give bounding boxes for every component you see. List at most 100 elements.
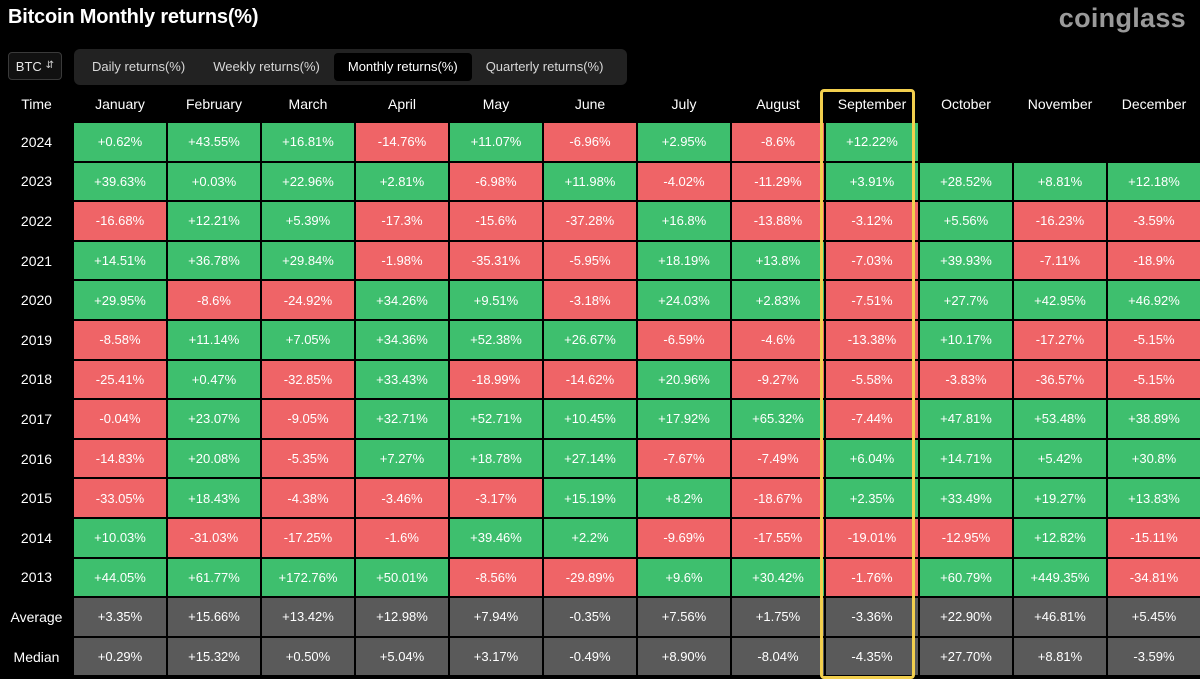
summary-cell: +0.29% <box>74 637 166 676</box>
return-cell: +2.95% <box>638 123 730 161</box>
summary-cell: -0.35% <box>544 598 636 636</box>
return-cell: +172.76% <box>262 558 354 597</box>
tab-monthly-returns[interactable]: Monthly returns(%) <box>333 53 472 81</box>
return-cell: +18.43% <box>168 479 260 517</box>
brand-logo: coinglass <box>1058 3 1186 33</box>
row-label-2024: 2024 <box>20 133 53 150</box>
return-cell: -3.18% <box>544 281 636 319</box>
return-cell: -34.81% <box>1108 558 1200 597</box>
return-cell: -24.92% <box>262 281 354 319</box>
row-label-2022: 2022 <box>20 212 53 229</box>
return-cell: -7.11% <box>1014 241 1106 280</box>
return-cell: -6.98% <box>450 162 542 201</box>
return-cell: +13.8% <box>732 241 824 280</box>
return-cell: +15.19% <box>544 479 636 517</box>
return-cell: +29.95% <box>74 281 166 319</box>
return-cell: +24.03% <box>638 281 730 319</box>
return-cell: +12.22% <box>826 123 918 161</box>
return-cell: +34.26% <box>356 281 448 319</box>
return-cell: +12.21% <box>168 202 260 240</box>
return-cell: -8.56% <box>450 558 542 597</box>
return-cell: +10.17% <box>920 321 1012 359</box>
tab-weekly-returns[interactable]: Weekly returns(%) <box>213 59 320 74</box>
summary-cell: -8.04% <box>732 637 824 676</box>
row-label-2015: 2015 <box>20 490 53 507</box>
column-header-march: March <box>288 96 328 112</box>
return-cell: +8.2% <box>638 479 730 517</box>
row-label-2014: 2014 <box>20 529 53 546</box>
return-cell: -5.58% <box>826 360 918 399</box>
column-header-february: February <box>185 96 243 112</box>
return-cell: -19.01% <box>826 519 918 557</box>
column-header-september: September <box>837 96 907 112</box>
summary-cell: -4.35% <box>826 637 918 676</box>
tab-quarterly-returns[interactable]: Quarterly returns(%) <box>485 59 604 74</box>
column-header-april: April <box>387 96 416 112</box>
return-cell: +47.81% <box>920 400 1012 438</box>
return-cell: -31.03% <box>168 519 260 557</box>
return-cell: +2.83% <box>732 281 824 319</box>
return-cell: +36.78% <box>168 241 260 280</box>
return-cell: -36.57% <box>1014 360 1106 399</box>
column-header-july: July <box>671 96 697 112</box>
return-cell: -17.25% <box>262 519 354 557</box>
return-cell: -3.83% <box>920 360 1012 399</box>
return-cell: -15.11% <box>1108 519 1200 557</box>
monthly-returns-table: Time January February March April May June July… <box>0 86 1200 679</box>
summary-cell: +1.75% <box>732 598 824 636</box>
return-cell: +8.81% <box>1014 162 1106 201</box>
return-cell: -17.55% <box>732 519 824 557</box>
return-cell: -29.89% <box>544 558 636 597</box>
row-label-average: Average <box>10 608 63 625</box>
return-cell: +20.08% <box>168 439 260 478</box>
summary-cell: +5.45% <box>1108 598 1200 636</box>
return-cell: +30.42% <box>732 558 824 597</box>
return-cell: -4.38% <box>262 479 354 517</box>
return-cell: +39.93% <box>920 241 1012 280</box>
return-cell: +60.79% <box>920 558 1012 597</box>
return-cell: +17.92% <box>638 400 730 438</box>
return-cell: -4.02% <box>638 162 730 201</box>
return-cell: -3.17% <box>450 479 542 517</box>
return-cell: -33.05% <box>74 479 166 517</box>
return-cell: +5.42% <box>1014 439 1106 478</box>
return-cell: +52.38% <box>450 321 542 359</box>
return-cell: +30.8% <box>1108 439 1200 478</box>
return-cell: -13.88% <box>732 202 824 240</box>
summary-cell: -3.59% <box>1108 637 1200 676</box>
summary-cell: +7.56% <box>638 598 730 636</box>
return-cell: -18.9% <box>1108 241 1200 280</box>
sort-updown-icon: ⇵ <box>45 60 55 71</box>
return-cell: -8.6% <box>732 123 824 161</box>
summary-cell: +8.81% <box>1014 637 1106 676</box>
return-cell: +0.47% <box>168 360 260 399</box>
return-cell: +14.51% <box>74 241 166 280</box>
return-cell: +2.81% <box>356 162 448 201</box>
return-cell: +449.35% <box>1014 558 1106 597</box>
symbol-select[interactable]: BTC ⇵ <box>8 52 62 80</box>
row-label-2019: 2019 <box>20 331 53 348</box>
return-cell: +44.05% <box>74 558 166 597</box>
return-cell: +0.62% <box>74 123 166 161</box>
return-cell: +42.95% <box>1014 281 1106 319</box>
returns-tabs: Daily returns(%) Weekly returns(%) Month… <box>74 49 627 85</box>
summary-cell: +0.50% <box>262 637 354 676</box>
return-cell: -37.28% <box>544 202 636 240</box>
return-cell: -15.6% <box>450 202 542 240</box>
summary-cell: +7.94% <box>450 598 542 636</box>
return-cell: +22.96% <box>262 162 354 201</box>
return-cell: -16.68% <box>74 202 166 240</box>
summary-cell: -0.49% <box>544 637 636 676</box>
tab-daily-returns[interactable]: Daily returns(%) <box>92 59 186 74</box>
return-cell: -8.58% <box>74 321 166 359</box>
return-cell: +61.77% <box>168 558 260 597</box>
return-cell: -17.3% <box>356 202 448 240</box>
return-cell: -7.49% <box>732 439 824 478</box>
return-cell: +20.96% <box>638 360 730 399</box>
return-cell: +5.39% <box>262 202 354 240</box>
return-cell: -8.6% <box>168 281 260 319</box>
return-cell: -1.6% <box>356 519 448 557</box>
return-cell: +16.8% <box>638 202 730 240</box>
return-cell: -14.62% <box>544 360 636 399</box>
summary-cell: +12.98% <box>356 598 448 636</box>
